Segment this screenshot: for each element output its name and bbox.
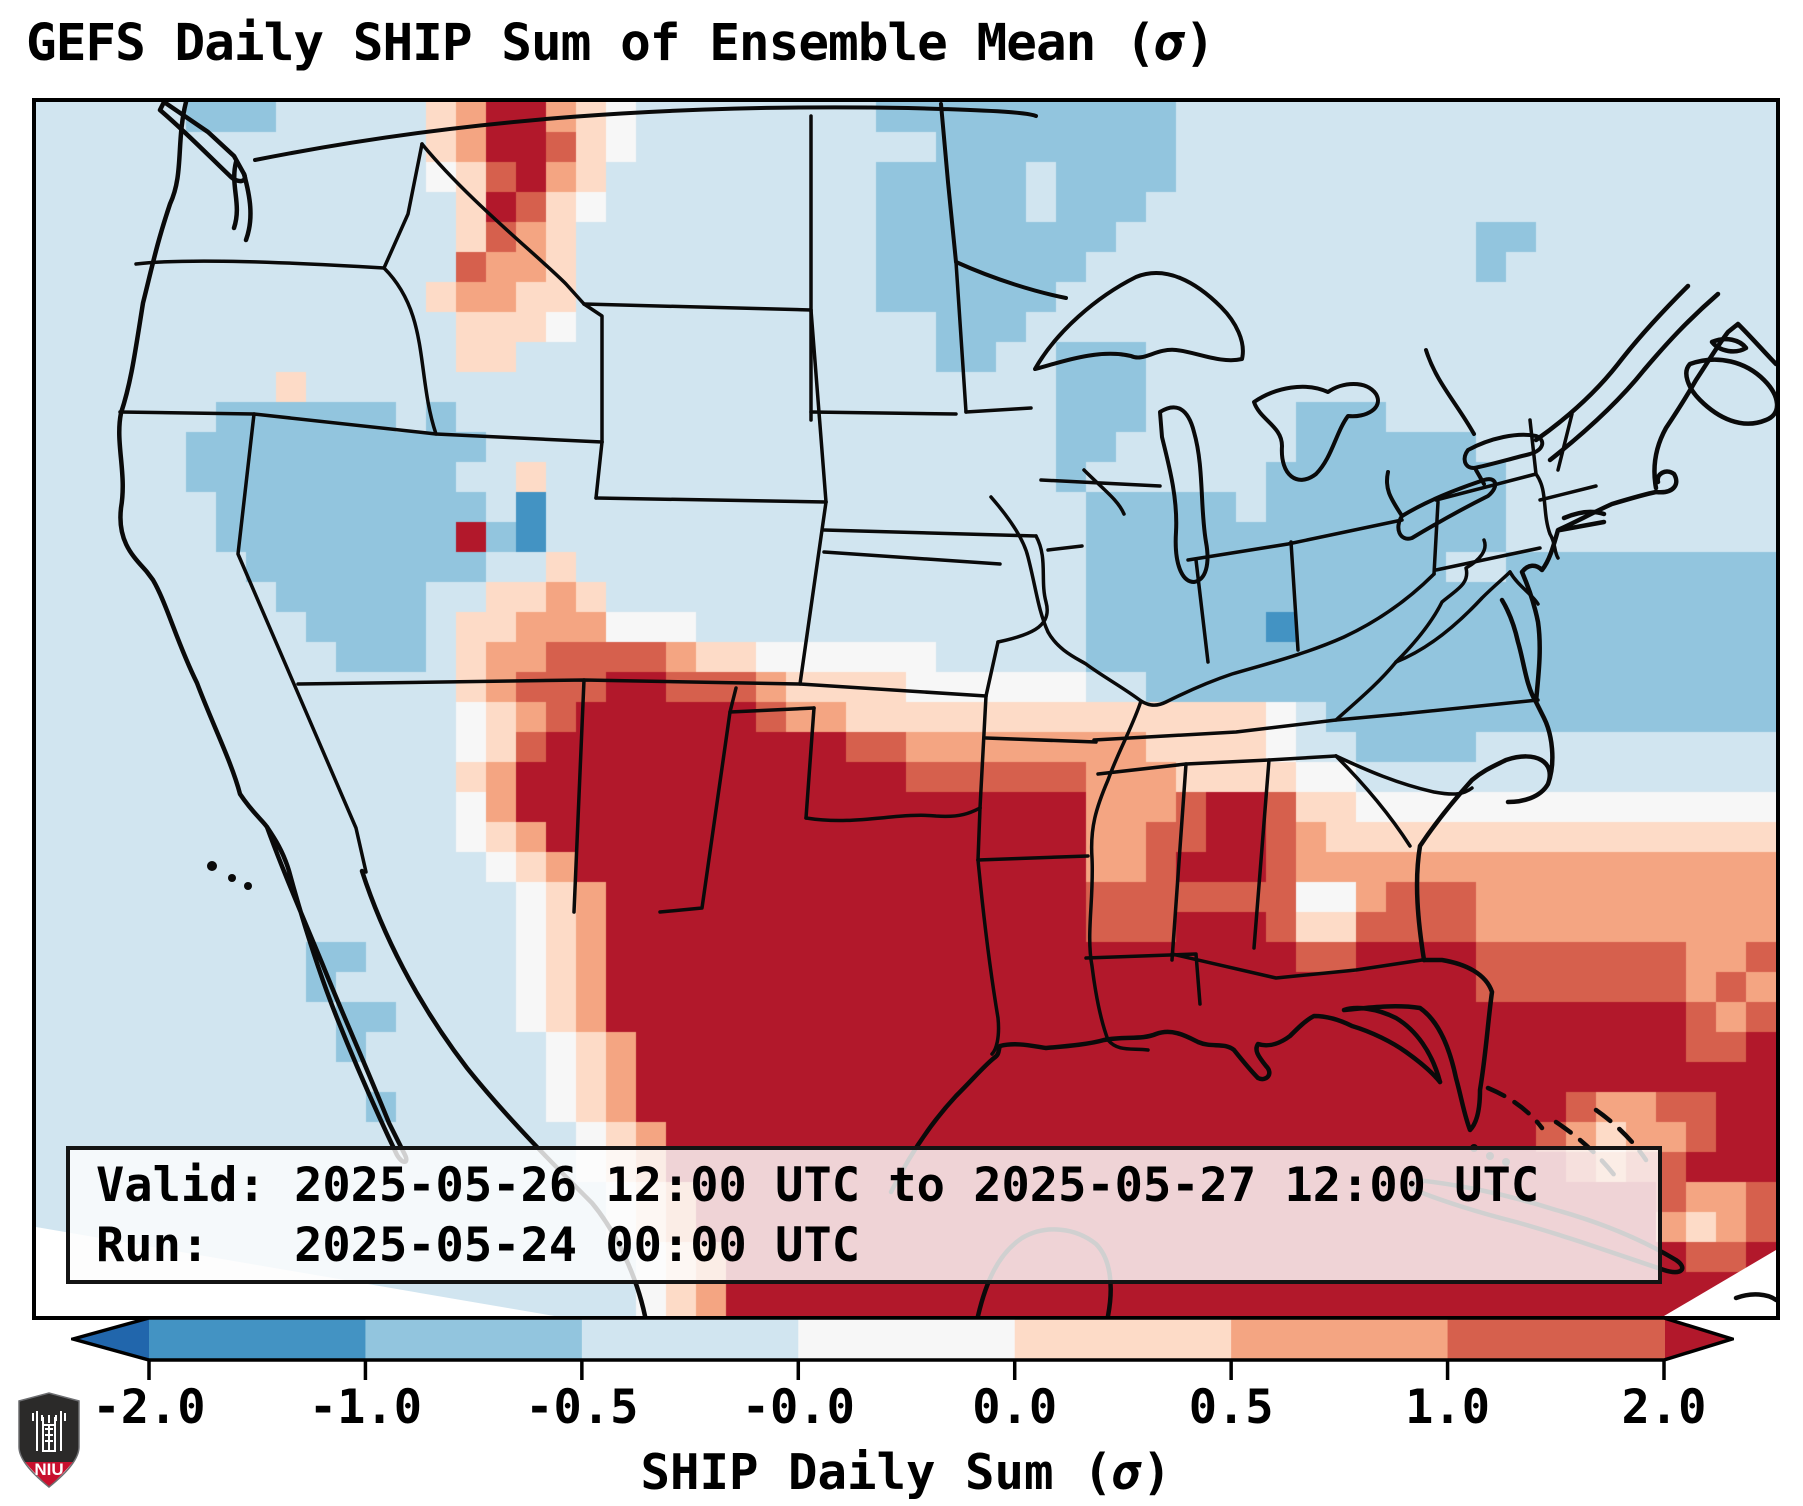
detroit-river <box>1385 468 1486 518</box>
colorbar-tick-label: 0.5 <box>1188 1380 1274 1435</box>
title-sigma: σ <box>1154 14 1186 73</box>
colorbar-segment <box>581 1318 800 1360</box>
colorbar-label-prefix: SHIP Daily Sum ( <box>640 1444 1113 1501</box>
niu-shield-bottom <box>25 1462 73 1487</box>
info-box: Valid: 2025-05-26 12:00 UTC to 2025-05-2… <box>66 1146 1662 1284</box>
map-linework <box>36 102 1776 1316</box>
great-lakes <box>1033 271 1545 584</box>
colorbar-tick-label: 0.0 <box>972 1380 1058 1435</box>
coastlines <box>117 102 1776 1316</box>
florida-coast <box>1341 957 1495 1133</box>
colorbar-tick-label: -0.5 <box>525 1380 639 1435</box>
state-borders <box>118 114 1598 1056</box>
colorbar-segment <box>1231 1318 1449 1360</box>
puget-sound <box>231 159 253 243</box>
lake-michigan <box>1158 405 1210 584</box>
nova-scotia <box>1684 357 1776 426</box>
colorbar-segments <box>73 1318 1732 1360</box>
colorbar-segment <box>1014 1318 1233 1360</box>
colorbar-svg <box>71 1316 1734 1380</box>
niu-logo-text: NIU <box>34 1460 63 1479</box>
title-prefix: GEFS Daily SHIP Sum of Ensemble Mean ( <box>26 14 1156 73</box>
prince-edward-island <box>1709 336 1749 354</box>
st-lawrence-river <box>1533 283 1721 463</box>
title-suffix: ) <box>1184 14 1216 73</box>
colorbar-segment <box>1447 1318 1665 1360</box>
colorbar-tick-label: -0.0 <box>741 1380 855 1435</box>
colorbar-under-arrow <box>73 1318 149 1360</box>
colorbar-segment <box>798 1318 1016 1360</box>
colorbar-tick-marks <box>147 1360 1666 1380</box>
small-islands <box>207 861 1510 1166</box>
run-text: Run: 2025-05-24 00:00 UTC <box>96 1218 861 1273</box>
long-island <box>1557 509 1607 533</box>
niu-logo: NIU <box>18 1392 80 1488</box>
colorbar-tick-label: 2.0 <box>1621 1380 1707 1435</box>
gulf-coast <box>888 1013 1443 1195</box>
colorbar-tick-label: -2.0 <box>92 1380 206 1435</box>
baja-coast <box>264 824 409 1164</box>
colorbar-tick-label: 1.0 <box>1405 1380 1491 1435</box>
colorbar-label-suffix: ) <box>1142 1444 1172 1501</box>
colorbar-segment <box>365 1318 583 1360</box>
colorbar <box>71 1316 1734 1386</box>
page-title: GEFS Daily SHIP Sum of Ensemble Mean (σ) <box>26 14 1216 73</box>
colorbar-segment <box>149 1318 367 1360</box>
colorbar-tick-label: -1.0 <box>308 1380 423 1435</box>
atlantic-coast <box>1414 321 1776 963</box>
colorbar-label-sigma: σ <box>1112 1444 1143 1501</box>
hispaniola-coast <box>1733 1292 1776 1303</box>
lake-erie <box>1396 477 1498 541</box>
lake-huron <box>1252 382 1380 482</box>
colorbar-over-arrow <box>1664 1318 1732 1360</box>
niu-tower-icon <box>32 1411 66 1452</box>
colorbar-label: SHIP Daily Sum (σ) <box>640 1444 1171 1501</box>
ship-heatmap-canvas <box>36 102 1776 1316</box>
pacific-coast <box>117 102 270 830</box>
valid-text: Valid: 2025-05-26 12:00 UTC to 2025-05-2… <box>96 1158 1540 1213</box>
no-data-mask <box>36 1227 1776 1316</box>
map-frame: Valid: 2025-05-26 12:00 UTC to 2025-05-2… <box>32 98 1780 1320</box>
niu-shield-outline <box>18 1392 80 1488</box>
lake-ontario <box>1462 432 1545 470</box>
lake-superior <box>1033 271 1245 371</box>
vancouver-island <box>157 102 248 184</box>
ottawa-river <box>1424 348 1476 436</box>
